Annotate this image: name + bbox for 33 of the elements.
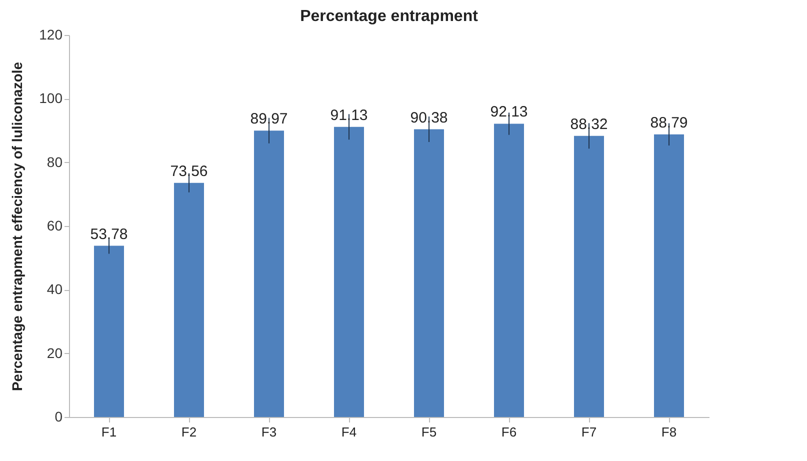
data-label: 92.13 bbox=[490, 104, 528, 121]
x-tick-label: F5 bbox=[421, 424, 437, 440]
x-tick-label: F7 bbox=[581, 424, 597, 440]
bar bbox=[334, 126, 364, 417]
data-label: 73.56 bbox=[170, 162, 208, 180]
bar bbox=[574, 136, 604, 417]
bar bbox=[174, 182, 204, 417]
x-tick-label: F2 bbox=[181, 424, 197, 440]
bar bbox=[254, 130, 284, 417]
data-label: 91.13 bbox=[330, 106, 368, 124]
y-tick-label: 40 bbox=[46, 281, 63, 298]
bar bbox=[494, 124, 524, 417]
data-label: 88.79 bbox=[650, 114, 688, 132]
x-tick-label: F1 bbox=[101, 424, 117, 440]
chart-title: Percentage entrapment bbox=[300, 8, 479, 25]
bar bbox=[654, 134, 684, 417]
y-tick-label: 80 bbox=[46, 154, 63, 170]
data-label: 90.38 bbox=[410, 109, 448, 126]
x-tick-label: F6 bbox=[501, 424, 517, 440]
x-tick-label: F3 bbox=[261, 424, 277, 440]
data-label: 89.97 bbox=[250, 110, 288, 128]
bar bbox=[94, 246, 124, 417]
y-tick-label: 60 bbox=[46, 218, 63, 234]
data-label: 88.32 bbox=[570, 116, 608, 133]
y-tick-label: 100 bbox=[39, 90, 63, 106]
x-tick-label: F4 bbox=[341, 424, 357, 440]
y-tick-label: 120 bbox=[39, 26, 63, 42]
bar bbox=[414, 129, 444, 417]
y-axis-title: Percentage entrapment effeciency of luliconazole bbox=[9, 62, 26, 392]
x-tick-label: F8 bbox=[661, 424, 677, 440]
y-tick-label: 20 bbox=[46, 344, 63, 361]
y-tick-label: 0 bbox=[54, 408, 63, 424]
data-label: 53.78 bbox=[90, 226, 128, 243]
